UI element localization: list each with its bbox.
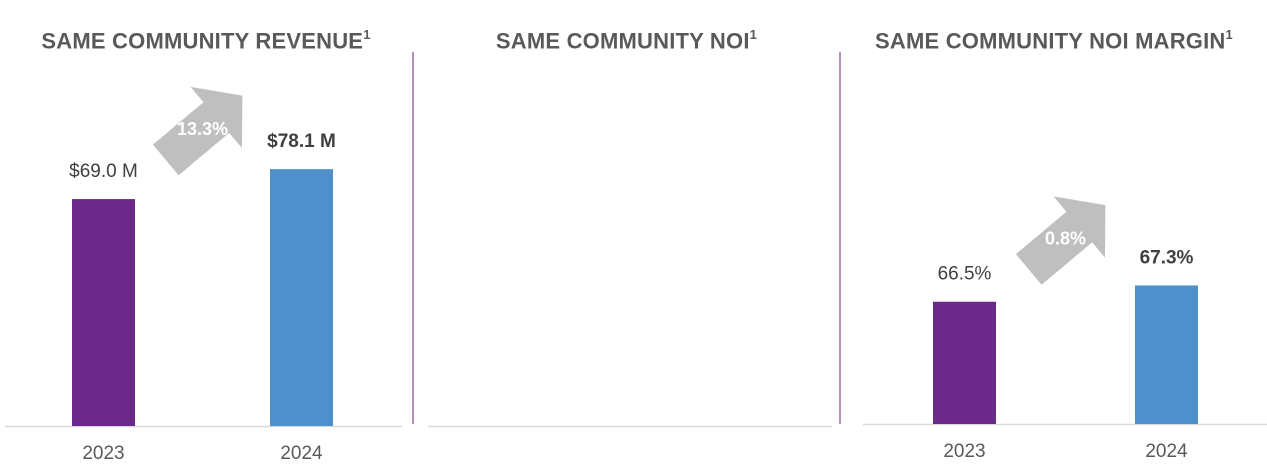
- category-label-2024: 2024: [280, 443, 323, 464]
- change-label: 0.8%: [1045, 229, 1086, 249]
- growth-arrow: [1015, 196, 1106, 285]
- value-label-2023: $69.0 M: [69, 161, 138, 182]
- category-label-2024: 2024: [1145, 441, 1188, 462]
- change-label: 13.3%: [177, 119, 228, 139]
- bar-2023: [72, 199, 135, 426]
- bar-2023: [933, 301, 996, 424]
- growth-arrow-icon: [1015, 196, 1106, 285]
- panel-revenue: SAME COMMUNITY REVENUE1 $69.0 M 2023 $78.1…: [0, 0, 412, 469]
- bar-2024: [1135, 285, 1198, 424]
- value-label-2024: 67.3%: [1140, 247, 1194, 268]
- value-label-2023: 66.5%: [938, 264, 992, 285]
- bar-2024: [270, 169, 333, 427]
- growth-arrow-icon: [152, 86, 243, 176]
- chart-noi-margin: 66.5% 2023 67.3% 2024 0.8%: [863, 196, 1267, 462]
- chart-title-noi-margin: SAME COMMUNITY NOI MARGIN1: [875, 27, 1233, 54]
- panel-noi-margin: SAME COMMUNITY NOI MARGIN1 66.5% 2023 67.3…: [841, 0, 1267, 469]
- chart-title-revenue: SAME COMMUNITY REVENUE1: [41, 27, 371, 54]
- divider-2: [839, 52, 841, 424]
- category-label-2023: 2023: [943, 441, 985, 462]
- chart-title-noi: SAME COMMUNITY NOI1: [495, 27, 758, 54]
- growth-arrow: [152, 86, 243, 176]
- chart-revenue: $69.0 M 2023 $78.1 M 2024 13.3%: [5, 86, 402, 464]
- divider-1: [412, 52, 414, 424]
- category-label-2023: 2023: [82, 443, 124, 464]
- value-label-2024: $78.1 M: [267, 131, 336, 152]
